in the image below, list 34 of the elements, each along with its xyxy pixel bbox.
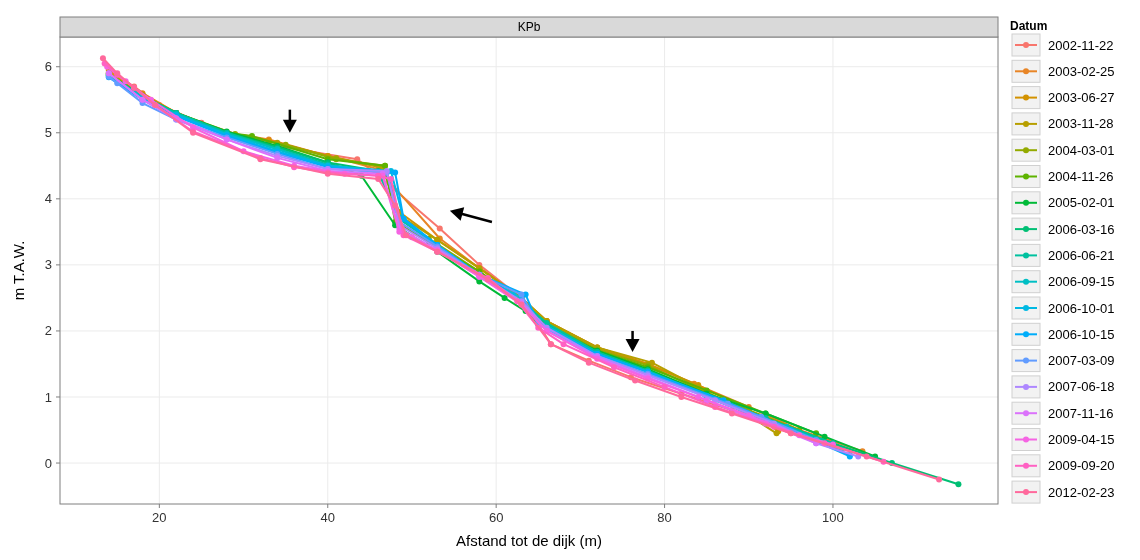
y-tick-label: 3 bbox=[44, 257, 52, 273]
legend-label: 2003-11-28 bbox=[1048, 116, 1114, 132]
legend-label: 2009-04-15 bbox=[1048, 432, 1115, 448]
legend-label: 2009-09-20 bbox=[1048, 458, 1115, 474]
chart-title: KPb bbox=[517, 20, 541, 34]
y-tick-label: 2 bbox=[44, 323, 52, 339]
legend-label: 2006-10-15 bbox=[1048, 326, 1115, 342]
x-tick-label: 40 bbox=[320, 510, 335, 525]
legend-title: Datum bbox=[1010, 19, 1048, 33]
legend-label: 2003-06-27 bbox=[1048, 90, 1115, 106]
x-tick-label: 80 bbox=[657, 510, 672, 525]
legend-label: 2012-02-23 bbox=[1048, 484, 1115, 500]
legend-label: 2002-11-22 bbox=[1048, 37, 1114, 53]
x-tick-label: 60 bbox=[488, 510, 504, 525]
y-tick-label: 6 bbox=[44, 59, 52, 75]
legend-label: 2007-11-16 bbox=[1048, 405, 1114, 421]
x-tick-label: 100 bbox=[822, 510, 844, 525]
x-axis-title: Afstand tot de dijk (m) bbox=[456, 532, 602, 549]
legend-label: 2006-09-15 bbox=[1048, 274, 1115, 290]
x-tick-label: 20 bbox=[152, 510, 167, 525]
legend-label: 2007-03-09 bbox=[1048, 353, 1115, 369]
y-tick-label: 4 bbox=[44, 191, 52, 207]
y-tick-label: 5 bbox=[44, 125, 52, 141]
y-tick-label: 0 bbox=[44, 455, 52, 471]
legend-label: 2007-06-18 bbox=[1048, 379, 1115, 395]
y-axis-title: m T.A.W. bbox=[10, 240, 27, 301]
legend-label: 2004-03-01 bbox=[1048, 142, 1115, 158]
legend-label: 2006-03-16 bbox=[1048, 221, 1115, 237]
legend-label: 2006-06-21 bbox=[1048, 247, 1115, 263]
legend-label: 2006-10-01 bbox=[1048, 300, 1115, 316]
legend-label: 2004-11-26 bbox=[1048, 169, 1114, 185]
y-tick-label: 1 bbox=[44, 389, 52, 405]
legend-label: 2003-02-25 bbox=[1048, 63, 1115, 79]
legend-label: 2005-02-01 bbox=[1048, 195, 1115, 211]
